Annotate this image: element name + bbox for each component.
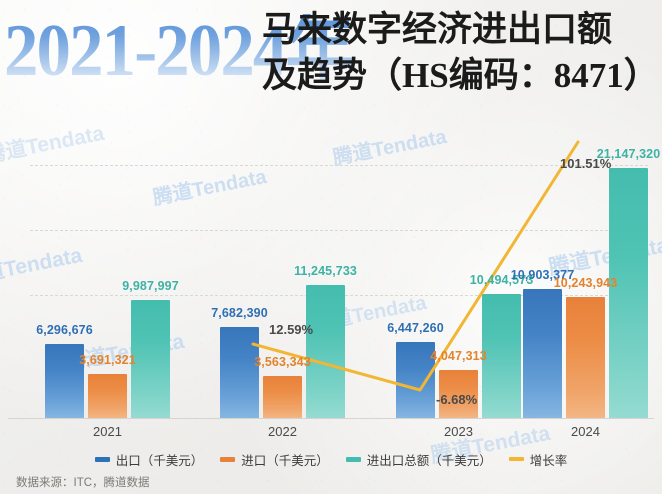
title-main-text: 马来数字经济进出口额 及趋势（HS编码：8471） <box>262 8 659 98</box>
bar-import-2022 <box>263 375 302 418</box>
legend-swatch-line-icon <box>508 457 524 461</box>
bar-total-2023 <box>482 293 521 418</box>
data-label-import-2024: 10,243,943 <box>553 275 618 290</box>
x-axis-tick-2024: 2024 <box>571 424 600 439</box>
legend-label: 出口（千美元） <box>115 453 204 468</box>
data-label-import-2021: 3,691,321 <box>79 353 136 368</box>
data-label-export-2024: 10,903,377 <box>510 268 575 283</box>
data-label-export-2022: 7,682,390 <box>211 306 268 321</box>
growth-rate-line <box>251 140 580 392</box>
source-note: 数据来源：ITC，腾道数据 <box>16 477 150 489</box>
bar-import-2023 <box>439 370 478 418</box>
bar-export-2024 <box>523 289 562 418</box>
legend-label: 进口（千美元） <box>241 453 329 468</box>
bar-export-2021 <box>45 343 84 418</box>
bar-export-2022 <box>220 327 259 418</box>
gridline <box>30 165 648 166</box>
data-label-import-2022: 3,563,343 <box>254 354 311 369</box>
title-line-2: 及趋势（HS编码：8471） <box>262 56 659 95</box>
legend-swatch-bar-icon <box>94 456 110 462</box>
title-line-1: 马来数字经济进出口额 <box>262 10 613 49</box>
growth-rate-label-2022: 12.59% <box>269 322 314 337</box>
title-year-range: 2021-2024年 <box>4 10 354 92</box>
bar-total-2024 <box>609 168 648 418</box>
growth-rate-polyline <box>251 140 580 392</box>
data-label-export-2021: 6,296,676 <box>36 322 93 337</box>
legend-label: 进出口总额（千美元） <box>366 453 492 468</box>
x-axis: 2021 2022 2023 2024 <box>0 424 662 446</box>
legend-swatch-bar-icon <box>345 456 361 462</box>
legend-item-3[interactable]: 增长率 <box>508 450 568 469</box>
legend-label: 增长率 <box>529 453 568 468</box>
bar-import-2021 <box>88 374 127 418</box>
data-label-import-2023: 4,047,313 <box>430 349 487 364</box>
data-label-total-2024: 21,147,320 <box>596 147 661 162</box>
legend-item-0[interactable]: 出口（千美元） <box>94 450 204 469</box>
growth-rate-label-2023: -6.68% <box>436 392 478 407</box>
data-label-export-2023: 6,447,260 <box>387 320 444 335</box>
gridline <box>30 230 648 231</box>
x-axis-tick-2023: 2023 <box>444 424 473 439</box>
bar-export-2023 <box>396 341 435 418</box>
bar-total-2022 <box>306 285 345 418</box>
growth-rate-label-2024: 101.51% <box>560 156 612 171</box>
chart-legend: 出口（千美元） 进口（千美元） 进出口总额（千美元） 增长率 <box>0 448 662 470</box>
legend-item-2[interactable]: 进出口总额（千美元） <box>345 450 492 469</box>
legend-swatch-bar-icon <box>220 456 236 462</box>
plot-area: 6,296,676 3,691,321 9,987,997 7,682,390 3,56… <box>0 126 662 422</box>
bar-total-2021 <box>131 299 170 418</box>
axis-baseline <box>8 418 654 419</box>
data-label-total-2021: 9,987,997 <box>122 278 179 293</box>
data-label-total-2022: 11,245,733 <box>294 264 357 279</box>
legend-item-1[interactable]: 进口（千美元） <box>220 450 329 469</box>
bar-import-2024 <box>566 296 605 418</box>
x-axis-tick-2022: 2022 <box>268 424 297 439</box>
chart-title: 2021-2024年 马来数字经济进出口额 及趋势（HS编码：8471） <box>0 0 662 126</box>
data-label-total-2023: 10,494,573 <box>469 272 534 287</box>
x-axis-tick-2021: 2021 <box>93 424 122 439</box>
